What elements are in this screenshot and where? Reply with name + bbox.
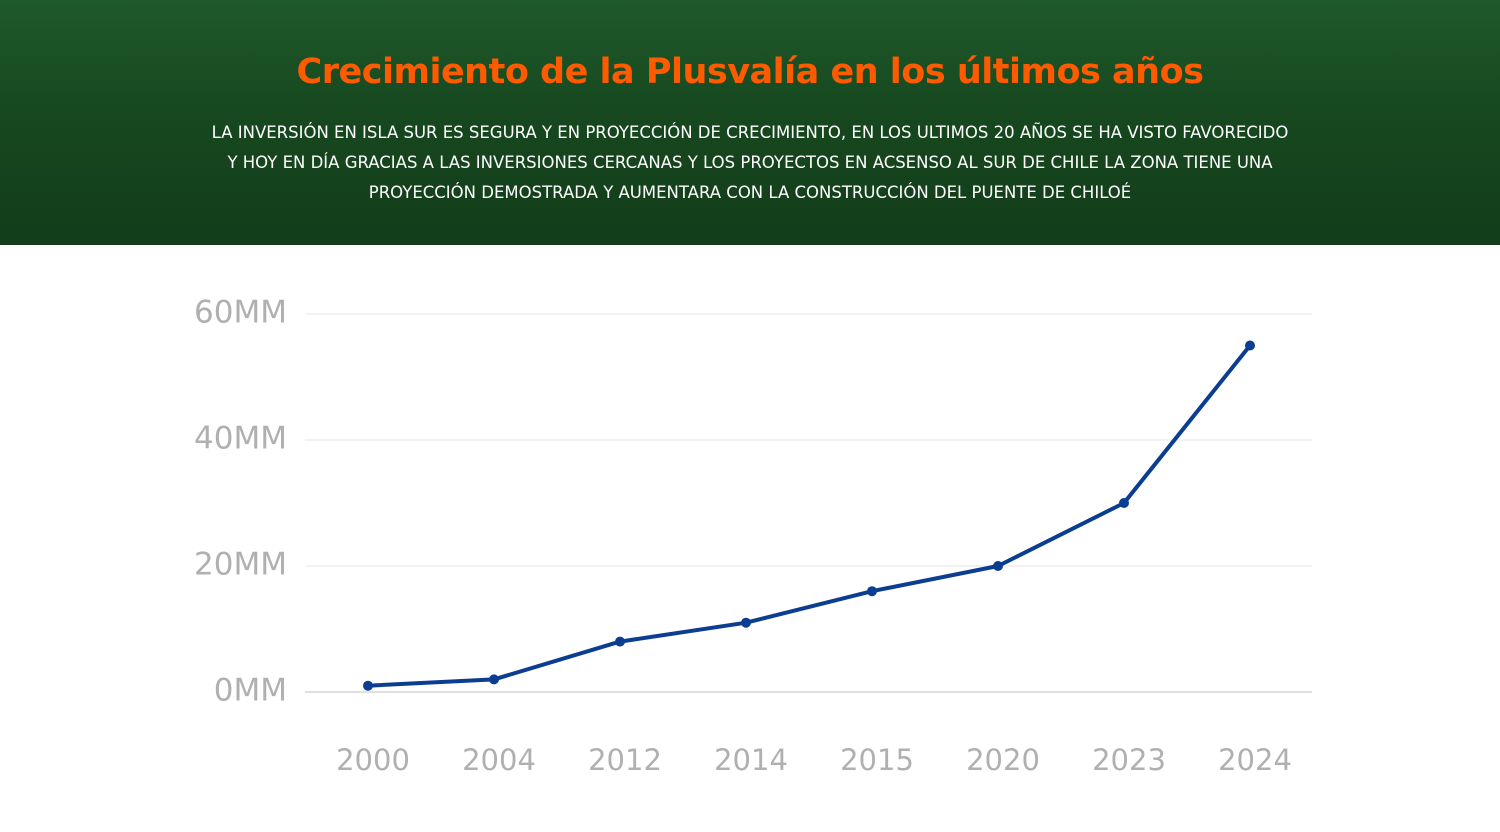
x-tick-label: 2015 [840, 743, 914, 777]
data-point [489, 674, 499, 685]
y-tick-label: 60MM [194, 295, 287, 331]
chart-title: Crecimiento de la Plusvalía en los últim… [296, 52, 1204, 92]
data-point [993, 561, 1003, 571]
data-point [741, 617, 751, 628]
y-tick-label: 40MM [194, 421, 287, 457]
x-tick-label: 2014 [714, 743, 788, 777]
y-tick-label: 20MM [194, 547, 287, 583]
subtitle-line: Y HOY EN DÍA GRACIAS A LAS INVERSIONES C… [227, 153, 1273, 172]
x-tick-label: 2024 [1218, 743, 1292, 777]
data-line [367, 344, 1252, 688]
y-tick-label: 0MM [214, 673, 287, 709]
data-point [1119, 498, 1129, 508]
x-tick-label: 2020 [966, 743, 1040, 777]
subtitle-line: LA INVERSIÓN EN ISLA SUR ES SEGURA Y EN … [211, 123, 1289, 142]
x-tick-label: 2000 [336, 743, 410, 777]
data-point [1245, 340, 1255, 351]
x-tick-label: 2012 [588, 743, 662, 777]
x-tick-label: 2004 [462, 743, 536, 777]
x-tick-label: 2023 [1092, 743, 1166, 777]
data-point [867, 586, 877, 597]
subtitle-line: PROYECCIÓN DEMOSTRADA Y AUMENTARA CON LA… [368, 183, 1132, 202]
subtitle: LA INVERSIÓN EN ISLA SUR ES SEGURA Y EN … [0, 118, 1500, 208]
header-banner: Crecimiento de la Plusvalía en los últim… [0, 0, 1500, 245]
data-point [363, 680, 373, 691]
data-point [615, 636, 625, 647]
